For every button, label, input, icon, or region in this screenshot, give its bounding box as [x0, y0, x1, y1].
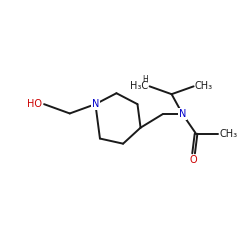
Text: H: H	[143, 76, 148, 84]
Text: HO: HO	[27, 99, 42, 109]
Text: CH₃: CH₃	[219, 129, 238, 139]
Text: N: N	[92, 99, 99, 109]
Text: O: O	[190, 155, 198, 165]
Text: CH₃: CH₃	[195, 81, 213, 91]
Text: N: N	[179, 109, 186, 119]
Text: H₃C: H₃C	[130, 81, 148, 91]
